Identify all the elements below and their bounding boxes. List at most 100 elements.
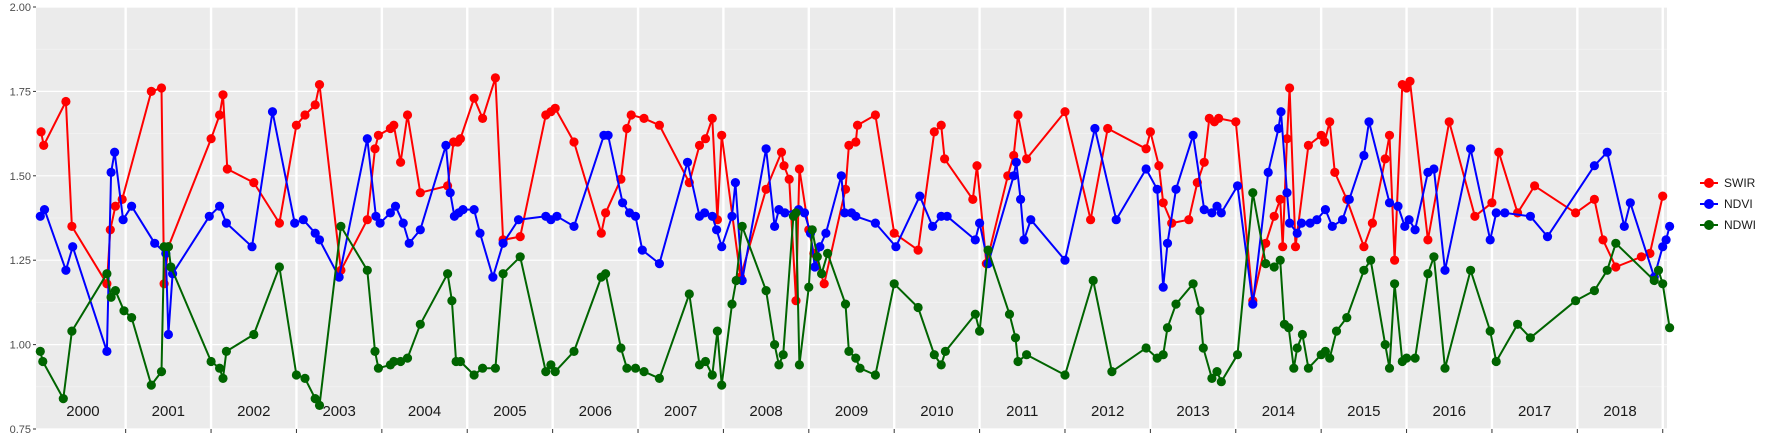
data-point-ndwi bbox=[717, 380, 727, 390]
data-point-ndvi bbox=[1542, 232, 1553, 242]
data-point-swir bbox=[478, 113, 488, 123]
data-point-ndwi bbox=[913, 302, 923, 313]
data-point-ndwi bbox=[601, 269, 611, 279]
data-point-ndwi bbox=[1571, 296, 1581, 306]
data-point-ndvi bbox=[1602, 147, 1612, 157]
data-point-swir bbox=[1571, 208, 1581, 218]
data-point-swir bbox=[146, 86, 156, 96]
data-point-ndvi bbox=[654, 259, 665, 269]
data-point-ndwi bbox=[1491, 356, 1501, 367]
data-point-ndvi bbox=[1404, 215, 1414, 225]
data-point-ndvi bbox=[513, 215, 524, 225]
data-point-ndwi bbox=[684, 289, 694, 299]
y-tick-label: 1.00 bbox=[10, 340, 31, 352]
data-point-ndwi bbox=[851, 353, 861, 363]
data-point-ndwi bbox=[804, 282, 814, 292]
data-point-swir bbox=[940, 154, 950, 164]
data-point-ndvi bbox=[815, 242, 825, 252]
year-label: 2017 bbox=[1518, 403, 1551, 420]
data-point-ndwi bbox=[712, 326, 723, 336]
data-point-ndwi bbox=[1261, 259, 1271, 269]
data-point-swir bbox=[844, 140, 854, 150]
data-point-ndwi bbox=[1513, 319, 1523, 329]
data-point-ndvi bbox=[1285, 218, 1295, 228]
data-point-swir bbox=[1320, 137, 1330, 147]
data-point-swir bbox=[870, 110, 881, 120]
data-point-ndvi bbox=[247, 242, 257, 252]
data-point-swir bbox=[1199, 157, 1209, 167]
data-point-swir bbox=[779, 161, 789, 171]
data-point-swir bbox=[1513, 208, 1523, 218]
data-point-ndvi bbox=[1141, 164, 1151, 174]
data-point-swir bbox=[972, 161, 982, 171]
series-ndwi bbox=[35, 188, 1675, 410]
data-point-ndwi bbox=[221, 346, 231, 356]
data-point-ndwi bbox=[402, 353, 413, 363]
data-point-ndvi bbox=[810, 262, 820, 272]
data-point-ndvi bbox=[1491, 208, 1501, 218]
data-point-ndvi bbox=[68, 242, 78, 252]
data-point-ndwi bbox=[1423, 269, 1433, 279]
data-point-ndvi bbox=[836, 171, 846, 181]
data-point-ndvi bbox=[840, 208, 850, 218]
data-point-ndvi bbox=[1273, 123, 1284, 134]
data-point-ndwi bbox=[1107, 367, 1117, 377]
series-swir bbox=[36, 73, 1668, 306]
data-point-ndwi bbox=[1141, 343, 1151, 353]
data-point-ndwi bbox=[396, 356, 406, 367]
year-label: 2011 bbox=[1006, 403, 1038, 420]
data-point-ndvi bbox=[498, 238, 508, 248]
data-point-ndwi bbox=[58, 394, 68, 404]
data-point-ndwi bbox=[616, 343, 626, 353]
data-point-ndwi bbox=[38, 356, 48, 367]
data-point-ndvi bbox=[552, 211, 562, 221]
data-point-swir bbox=[1141, 144, 1151, 154]
data-point-ndwi bbox=[1297, 329, 1307, 340]
data-point-ndwi bbox=[1466, 265, 1476, 275]
data-point-ndwi bbox=[541, 367, 551, 377]
year-label: 2009 bbox=[835, 403, 868, 420]
data-point-ndvi bbox=[1019, 235, 1029, 245]
data-point-swir bbox=[515, 232, 525, 242]
data-point-swir bbox=[936, 120, 946, 130]
data-point-ndwi bbox=[794, 360, 805, 370]
data-point-swir bbox=[222, 164, 232, 174]
data-point-ndwi bbox=[1060, 370, 1070, 380]
data-point-swir bbox=[1384, 130, 1395, 140]
data-point-ndwi bbox=[1429, 252, 1439, 262]
data-point-ndvi bbox=[891, 242, 901, 252]
data-point-ndwi bbox=[940, 346, 951, 356]
data-point-swir bbox=[1013, 110, 1023, 120]
data-point-ndvi bbox=[385, 208, 395, 218]
year-label: 2006 bbox=[579, 403, 612, 420]
data-point-ndwi bbox=[127, 313, 137, 323]
data-point-ndwi bbox=[455, 356, 465, 367]
data-point-swir bbox=[929, 127, 939, 137]
data-point-swir bbox=[1423, 235, 1433, 245]
data-point-ndwi bbox=[1171, 299, 1181, 309]
data-point-ndwi bbox=[774, 360, 784, 370]
data-point-ndwi bbox=[1212, 367, 1222, 377]
data-point-ndvi bbox=[1364, 117, 1374, 127]
data-point-ndwi bbox=[443, 269, 453, 279]
data-point-swir bbox=[601, 208, 611, 218]
data-point-swir bbox=[913, 245, 923, 255]
data-point-ndvi bbox=[1525, 211, 1535, 221]
data-point-ndvi bbox=[1500, 208, 1510, 218]
year-label: 2002 bbox=[237, 403, 270, 420]
data-point-ndwi bbox=[1359, 265, 1369, 275]
data-point-ndvi bbox=[682, 157, 693, 167]
data-point-swir bbox=[1658, 191, 1668, 201]
data-point-swir bbox=[1470, 211, 1480, 221]
data-point-ndwi bbox=[622, 363, 632, 373]
data-point-swir bbox=[415, 188, 425, 198]
series-layer bbox=[35, 73, 1675, 410]
data-point-ndvi bbox=[799, 208, 810, 218]
data-point-ndwi bbox=[1162, 323, 1173, 333]
data-point-ndwi bbox=[1188, 279, 1198, 289]
data-point-swir bbox=[1154, 161, 1164, 171]
y-tick-label: 1.75 bbox=[10, 86, 31, 98]
year-label: 2003 bbox=[322, 403, 355, 420]
data-point-swir bbox=[215, 110, 225, 120]
data-point-ndvi bbox=[1171, 184, 1181, 194]
